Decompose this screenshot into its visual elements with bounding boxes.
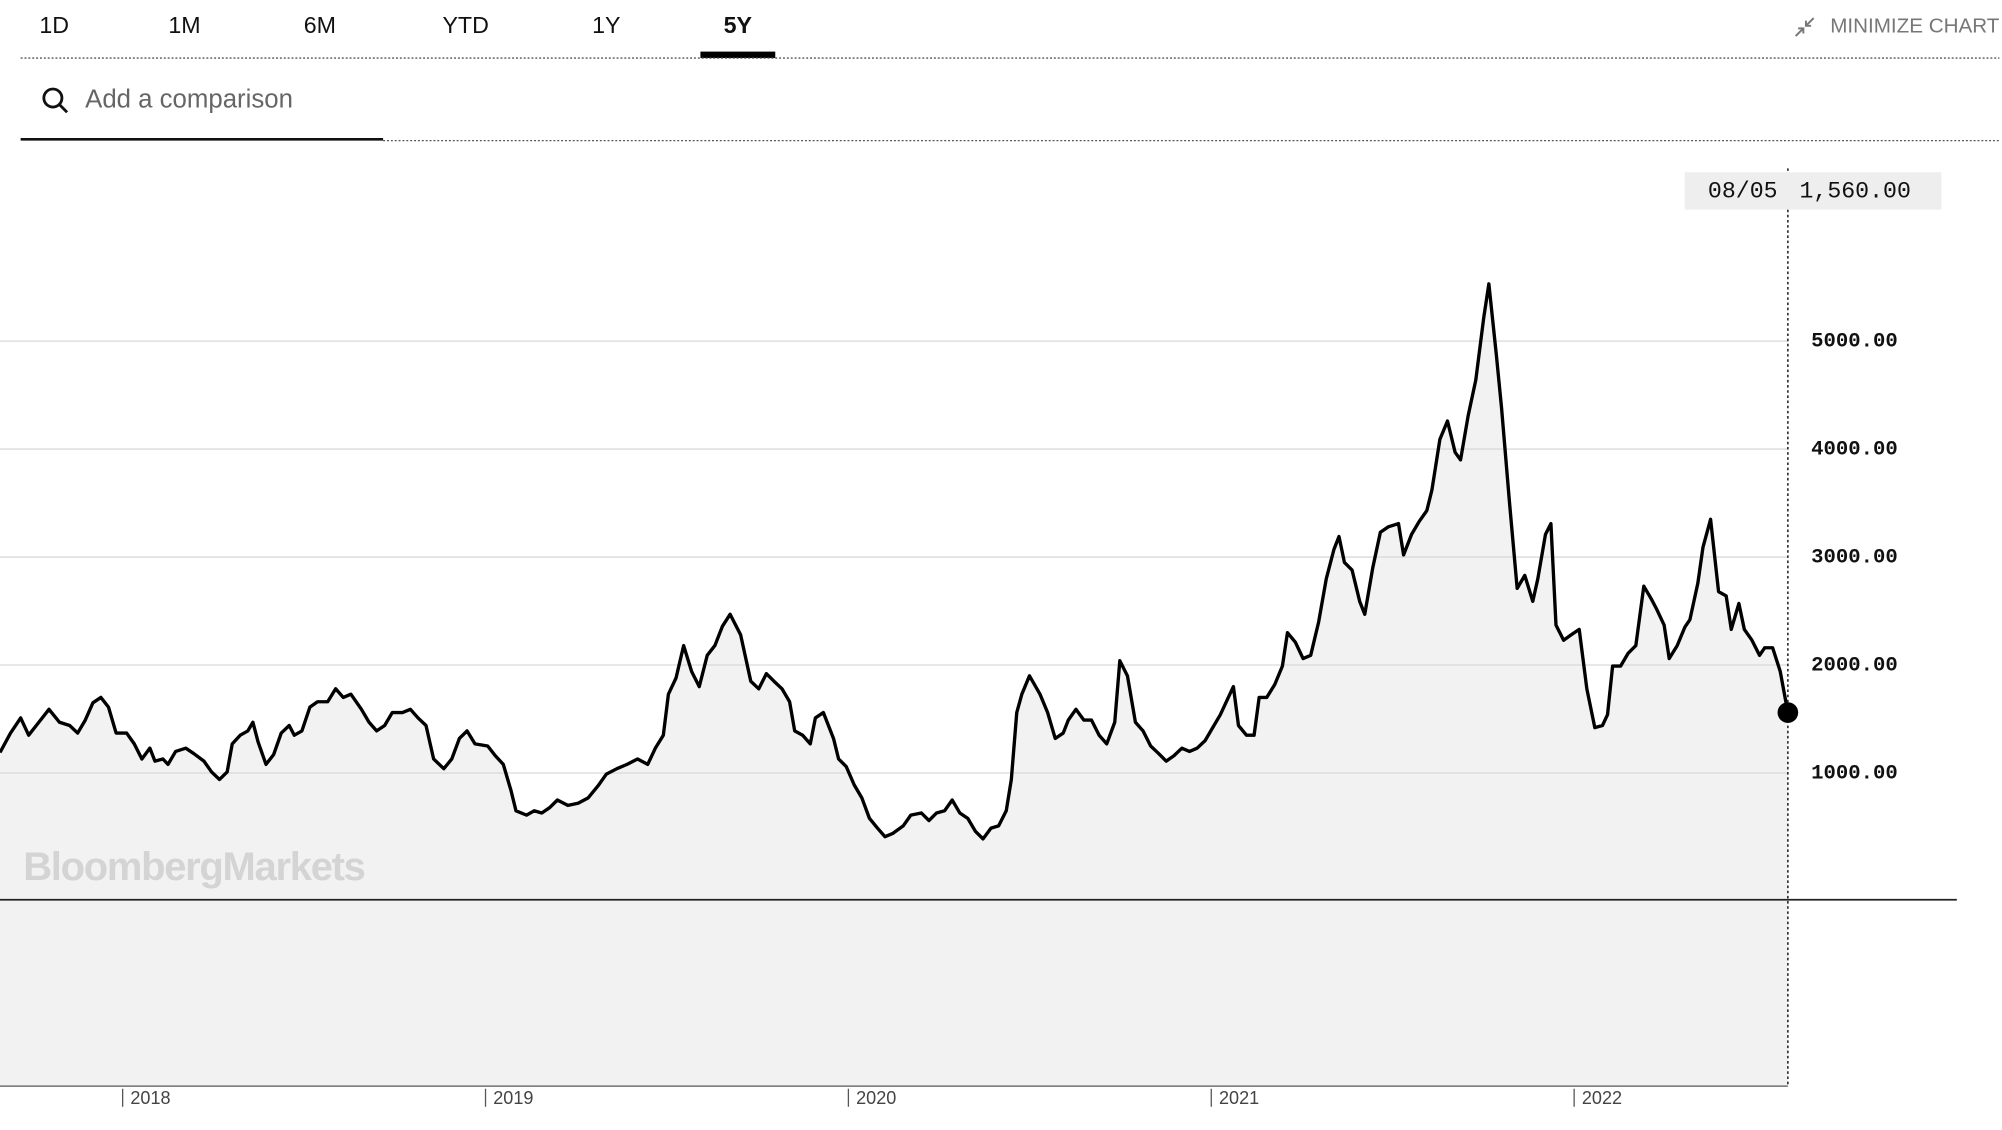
range-tab[interactable]: 1D (39, 12, 69, 38)
watermark: BloombergMarkets (23, 845, 364, 889)
search-input[interactable]: Add a comparison (85, 85, 293, 113)
y-tick-label: 5000.00 (1811, 331, 1898, 354)
plot: 1000.00 2000.00 3000.00 4000.00 5000.00 Bloom… (0, 168, 1957, 1108)
x-tick-label: 2020 (856, 1088, 896, 1108)
range-tab[interactable]: 1M (168, 12, 200, 38)
crosshair-value: 1,560.00 (1799, 179, 1910, 205)
range-tab[interactable]: YTD (442, 12, 488, 38)
range-tab[interactable]: 6M (304, 12, 336, 38)
area (0, 283, 1788, 1087)
last-point (1777, 702, 1799, 723)
crosshair-label-box (1684, 172, 1942, 210)
range-tab[interactable]: 1Y (592, 12, 620, 38)
x-tick-label: 2021 (1219, 1088, 1259, 1108)
x-tick-label: 2018 (130, 1088, 170, 1108)
y-tick-label: 2000.00 (1811, 654, 1898, 677)
y-tick-label: 4000.00 (1811, 439, 1898, 462)
range-tab-active[interactable]: 5Y (724, 12, 753, 38)
minimize-icon[interactable] (1794, 17, 1815, 37)
y-tick-label: 1000.00 (1811, 762, 1898, 785)
price-line (0, 282, 1790, 841)
search-icon (42, 87, 69, 114)
x-tick-label: 2022 (1582, 1088, 1622, 1108)
y-tick-label: 3000.00 (1811, 547, 1898, 570)
active-tab-underline (700, 51, 776, 59)
crosshair-date: 08/05 (1708, 179, 1778, 205)
x-tick-label: 2019 (493, 1088, 533, 1108)
minimize-chart[interactable]: MINIMIZE CHART (1830, 15, 2000, 38)
